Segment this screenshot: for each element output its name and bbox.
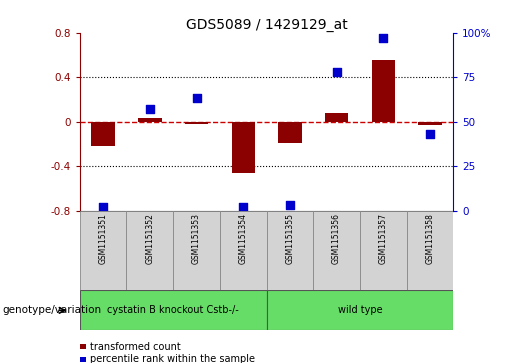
Bar [313, 211, 360, 290]
Text: genotype/variation: genotype/variation [3, 305, 101, 315]
Text: GSM1151352: GSM1151352 [145, 213, 154, 264]
Point [239, 204, 247, 210]
Point [193, 95, 201, 101]
Bar [127, 211, 173, 290]
Text: GSM1151353: GSM1151353 [192, 213, 201, 264]
Bar [138, 118, 162, 122]
Bar [406, 211, 453, 290]
Text: GSM1151351: GSM1151351 [99, 213, 108, 264]
Bar [360, 211, 406, 290]
Text: GSM1151355: GSM1151355 [285, 213, 295, 264]
Bar [267, 290, 453, 330]
Text: wild type: wild type [337, 305, 382, 315]
Point [379, 35, 387, 41]
Bar [232, 122, 255, 173]
Point [332, 69, 340, 75]
Text: GSM1151357: GSM1151357 [379, 213, 388, 264]
Text: GSM1151356: GSM1151356 [332, 213, 341, 264]
Bar [80, 290, 267, 330]
Bar [220, 211, 267, 290]
Text: percentile rank within the sample: percentile rank within the sample [90, 354, 255, 363]
Bar [278, 122, 301, 143]
Bar [80, 211, 127, 290]
Point [426, 131, 434, 137]
Point [146, 106, 154, 112]
Bar [173, 211, 220, 290]
Bar [267, 211, 313, 290]
Text: cystatin B knockout Cstb-/-: cystatin B knockout Cstb-/- [107, 305, 239, 315]
Text: transformed count: transformed count [90, 342, 181, 352]
Bar [80, 344, 86, 349]
Bar [92, 122, 115, 146]
Bar [185, 122, 208, 124]
Text: GSM1151354: GSM1151354 [238, 213, 248, 264]
Bar [418, 122, 441, 125]
Bar [325, 113, 348, 122]
Bar [371, 61, 395, 122]
Title: GDS5089 / 1429129_at: GDS5089 / 1429129_at [185, 18, 348, 32]
Point [286, 202, 294, 208]
Point [99, 204, 107, 210]
Bar [80, 357, 86, 362]
Text: GSM1151358: GSM1151358 [425, 213, 434, 264]
